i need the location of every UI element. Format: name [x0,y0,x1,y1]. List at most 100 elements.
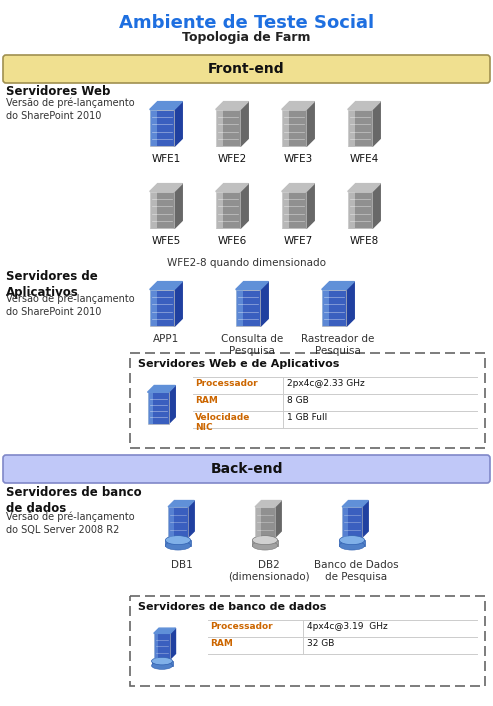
Polygon shape [342,507,348,537]
Polygon shape [252,540,278,546]
Text: RAM: RAM [195,396,218,405]
Text: Processador: Processador [210,622,273,631]
Text: Servidores de
Aplicativos: Servidores de Aplicativos [6,270,98,299]
Ellipse shape [151,662,173,669]
Polygon shape [348,109,372,146]
Text: Ambiente de Teste Social: Ambiente de Teste Social [119,14,374,32]
Polygon shape [282,191,306,229]
Text: RAM: RAM [210,639,233,648]
Text: Versão de pré-lançamento
do SharePoint 2010: Versão de pré-lançamento do SharePoint 2… [6,294,135,317]
FancyBboxPatch shape [130,353,485,448]
Text: Servidores Web: Servidores Web [6,85,110,98]
Polygon shape [255,501,281,507]
Polygon shape [215,191,240,229]
Polygon shape [240,102,248,146]
Ellipse shape [165,536,191,544]
Text: WFE3: WFE3 [283,154,313,164]
Polygon shape [255,507,261,537]
Text: Servidores de banco
de dados: Servidores de banco de dados [6,486,141,515]
Ellipse shape [339,541,365,550]
Polygon shape [346,282,354,326]
Polygon shape [275,501,281,537]
Ellipse shape [252,541,278,550]
Polygon shape [372,102,380,146]
Polygon shape [282,184,314,191]
Polygon shape [282,102,314,109]
Ellipse shape [151,657,173,665]
Polygon shape [165,540,191,546]
Polygon shape [215,109,240,146]
Polygon shape [170,628,176,659]
Text: Back-end: Back-end [210,462,283,476]
Polygon shape [348,191,354,229]
Text: Processador: Processador [195,379,258,388]
Polygon shape [175,282,182,326]
Polygon shape [348,102,380,109]
Polygon shape [168,501,194,507]
Text: 8 GB: 8 GB [287,396,309,405]
Polygon shape [321,282,354,289]
Polygon shape [321,289,346,326]
Polygon shape [168,507,188,537]
Text: 32 GB: 32 GB [307,639,334,648]
FancyBboxPatch shape [130,596,485,686]
Text: WFE8: WFE8 [350,236,379,246]
FancyBboxPatch shape [3,55,490,83]
Polygon shape [147,393,153,424]
Text: Rastreador de
Pesquisa: Rastreador de Pesquisa [301,334,375,356]
Text: Servidores Web e de Aplicativos: Servidores Web e de Aplicativos [138,359,339,369]
Text: Consulta de
Pesquisa: Consulta de Pesquisa [221,334,283,356]
Text: Servidores de banco de dados: Servidores de banco de dados [138,602,326,612]
Polygon shape [150,282,182,289]
Ellipse shape [339,536,365,544]
Polygon shape [282,109,288,146]
Polygon shape [348,184,380,191]
Polygon shape [215,191,222,229]
Text: Versão de pré-lançamento
do SQL Server 2008 R2: Versão de pré-lançamento do SQL Server 2… [6,512,135,535]
Polygon shape [147,385,175,393]
Text: Front-end: Front-end [208,62,285,76]
Polygon shape [188,501,194,537]
Ellipse shape [165,541,191,550]
Text: Banco de Dados
de Pesquisa: Banco de Dados de Pesquisa [314,560,398,582]
Polygon shape [215,184,248,191]
Polygon shape [150,191,157,229]
Text: WFE4: WFE4 [350,154,379,164]
Text: Versão de pré-lançamento
do SharePoint 2010: Versão de pré-lançamento do SharePoint 2… [6,98,135,121]
Polygon shape [362,501,368,537]
Polygon shape [169,385,175,424]
Text: WFE5: WFE5 [151,236,180,246]
Text: 4px4c@3.19  GHz: 4px4c@3.19 GHz [307,622,388,631]
Polygon shape [150,102,182,109]
Text: Velocidade
NIC: Velocidade NIC [195,413,250,432]
Polygon shape [306,102,314,146]
Polygon shape [150,184,182,191]
Polygon shape [150,289,157,326]
Polygon shape [306,184,314,229]
Polygon shape [150,289,175,326]
Polygon shape [321,289,328,326]
Polygon shape [240,184,248,229]
Polygon shape [348,191,372,229]
Text: DB2
(dimensionado): DB2 (dimensionado) [228,560,310,582]
Polygon shape [215,102,248,109]
Polygon shape [342,501,368,507]
Polygon shape [151,661,173,666]
Text: DB1: DB1 [171,560,193,570]
Polygon shape [168,507,174,537]
Text: 2px4c@2.33 GHz: 2px4c@2.33 GHz [287,379,365,388]
Text: WFE6: WFE6 [217,236,246,246]
Polygon shape [150,109,175,146]
Ellipse shape [252,536,278,544]
Polygon shape [154,633,158,659]
Polygon shape [215,109,222,146]
Polygon shape [282,109,306,146]
Polygon shape [154,628,176,633]
Polygon shape [348,109,354,146]
Polygon shape [342,507,362,537]
Text: APP1: APP1 [153,334,179,344]
Polygon shape [339,540,365,546]
Polygon shape [236,282,268,289]
Text: 1 GB Full: 1 GB Full [287,413,327,422]
Text: WFE7: WFE7 [283,236,313,246]
